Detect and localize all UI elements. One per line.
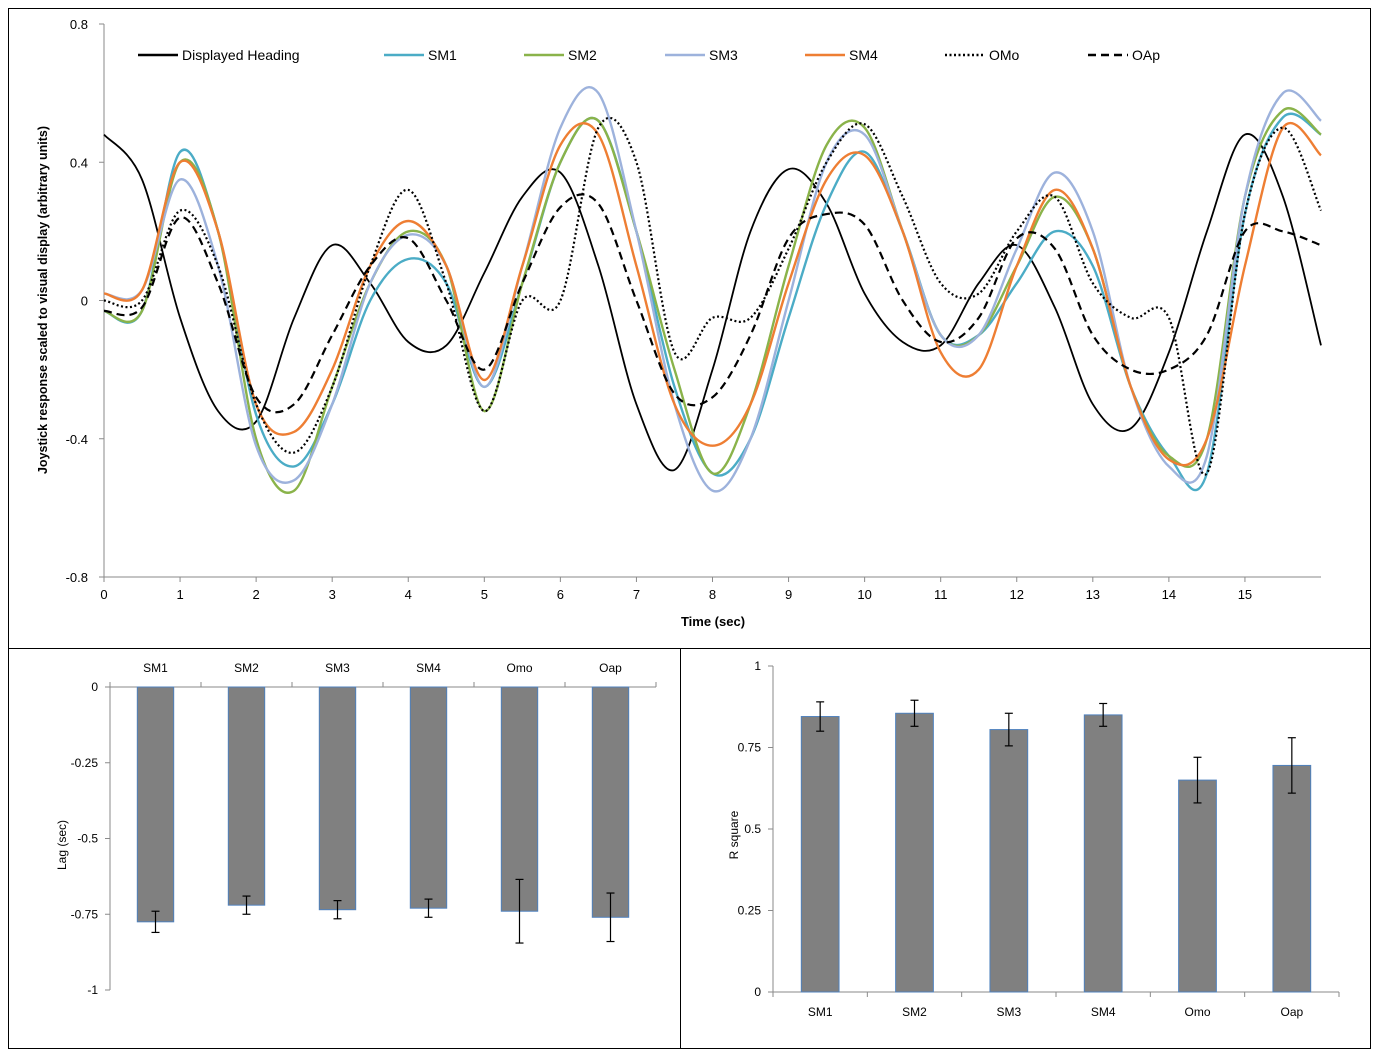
lag-chart-axes: 0 -0.25 -0.5 -0.75 -1 SM1 SM2 SM3 SM4 Omo Oap bbox=[71, 661, 657, 997]
line-chart-x-tick-label: 15 bbox=[1238, 587, 1252, 602]
series-line-sm4 bbox=[103, 122, 1322, 467]
lag-bar-chart: 0 -0.25 -0.5 -0.75 -1 SM1 SM2 SM3 SM4 Omo Oap Lag … bbox=[55, 661, 657, 997]
line-chart-axes: 0.80.40-0.4-0.80 1 2 3 4 5 6 7 8 9 10 11 12 13 14 15 bbox=[66, 17, 1321, 602]
legend-label: Displayed Heading bbox=[182, 47, 300, 63]
line-chart-x-tick-label: 10 bbox=[857, 587, 871, 602]
rsquare-chart-axes: 1 0.75 0.5 0.25 0 SM1 SM2 SM3 SM4 Omo Oap bbox=[738, 659, 1340, 1019]
category-label: Omo bbox=[506, 661, 532, 675]
category-label: SM3 bbox=[325, 661, 350, 675]
lag-chart-ylabel: Lag (sec) bbox=[55, 820, 69, 870]
rsquare-panel-border bbox=[680, 648, 1371, 1049]
bar-sm3 bbox=[989, 729, 1029, 993]
bar-chart-y-tick-label: -0.5 bbox=[77, 832, 98, 846]
legend-label: OAp bbox=[1132, 47, 1160, 63]
category-label: SM2 bbox=[902, 1005, 927, 1019]
line-chart-x-tick-label: 1 bbox=[176, 587, 183, 602]
bar-sm1 bbox=[136, 686, 175, 923]
category-label: Oap bbox=[1280, 1005, 1303, 1019]
category-label: SM4 bbox=[416, 661, 441, 675]
bar-chart-y-tick-label: -0.75 bbox=[71, 907, 99, 921]
bar-chart-y-tick-label: -0.25 bbox=[71, 756, 99, 770]
category-label: SM1 bbox=[143, 661, 168, 675]
line-chart-x-tick-label: 13 bbox=[1086, 587, 1100, 602]
category-label: Oap bbox=[599, 661, 622, 675]
rsquare-bar-chart: 1 0.75 0.5 0.25 0 SM1 SM2 SM3 SM4 Omo Oap R square bbox=[727, 659, 1340, 1019]
line-chart-x-tick-label: 0 bbox=[100, 587, 107, 602]
line-chart-y-tick-label: 0 bbox=[81, 294, 88, 309]
line-chart-x-tick-label: 4 bbox=[405, 587, 412, 602]
line-chart: 0.80.40-0.4-0.80 1 2 3 4 5 6 7 8 9 10 11 12 13 14 15 Di… bbox=[36, 17, 1323, 629]
bar-omo bbox=[1178, 779, 1217, 993]
line-chart-x-tick-label: 6 bbox=[557, 587, 564, 602]
bar-sm4 bbox=[1083, 714, 1123, 993]
legend-label: SM2 bbox=[568, 47, 597, 63]
line-chart-y-tick-label: -0.8 bbox=[66, 570, 88, 585]
category-label: SM2 bbox=[234, 661, 259, 675]
line-chart-y-tick-label: -0.4 bbox=[66, 432, 88, 447]
series-line-sm3 bbox=[103, 85, 1322, 493]
line-chart-y-tick-label: 0.4 bbox=[70, 155, 88, 170]
line-chart-series bbox=[103, 85, 1323, 494]
top-panel-border bbox=[8, 8, 1371, 649]
category-label: SM4 bbox=[1091, 1005, 1116, 1019]
bar-chart-y-tick-label: 0 bbox=[754, 985, 761, 999]
series-line-displayed-heading bbox=[103, 133, 1322, 472]
bar-sm3 bbox=[318, 686, 357, 911]
legend-label: SM1 bbox=[428, 47, 457, 63]
category-label: SM3 bbox=[996, 1005, 1021, 1019]
bar-sm2 bbox=[895, 712, 934, 993]
bar-chart-y-tick-label: 0 bbox=[91, 680, 98, 694]
series-line-omo bbox=[103, 116, 1323, 476]
bar-chart-y-tick-label: -1 bbox=[87, 983, 98, 997]
category-label: SM1 bbox=[808, 1005, 833, 1019]
line-chart-x-tick-label: 3 bbox=[329, 587, 336, 602]
line-chart-x-tick-label: 9 bbox=[785, 587, 792, 602]
bar-sm2 bbox=[227, 686, 266, 906]
legend-label: SM4 bbox=[849, 47, 878, 63]
line-chart-xlabel: Time (sec) bbox=[681, 614, 745, 629]
legend-label: OMo bbox=[989, 47, 1020, 63]
line-chart-y-tick-label: 0.8 bbox=[70, 17, 88, 32]
bar-oap bbox=[1272, 764, 1312, 993]
series-line-oap bbox=[103, 193, 1322, 414]
line-chart-ylabel: Joystick response scaled to visual displ… bbox=[36, 126, 50, 474]
panel-frames bbox=[8, 8, 1371, 1049]
bar-chart-y-tick-label: 0.25 bbox=[738, 904, 762, 918]
bar-oap bbox=[591, 686, 630, 918]
bar-sm1 bbox=[800, 716, 840, 993]
line-chart-x-tick-label: 12 bbox=[1010, 587, 1024, 602]
line-chart-x-tick-label: 11 bbox=[934, 587, 948, 602]
lag-chart-bars bbox=[136, 686, 630, 944]
legend-label: SM3 bbox=[709, 47, 738, 63]
category-label: Omo bbox=[1184, 1005, 1210, 1019]
line-chart-x-tick-label: 8 bbox=[709, 587, 716, 602]
bar-sm4 bbox=[409, 686, 448, 909]
line-chart-legend: Displayed Heading SM1 SM2 SM3 SM4 OMo OAp bbox=[138, 47, 1160, 63]
rsquare-chart-bars bbox=[800, 699, 1312, 993]
bar-chart-y-tick-label: 0.75 bbox=[738, 741, 762, 755]
rsquare-chart-ylabel: R square bbox=[727, 810, 741, 859]
line-chart-x-tick-label: 14 bbox=[1162, 587, 1176, 602]
line-chart-x-tick-label: 2 bbox=[253, 587, 260, 602]
line-chart-x-tick-label: 7 bbox=[633, 587, 640, 602]
bar-chart-y-tick-label: 1 bbox=[754, 659, 761, 673]
bar-chart-y-tick-label: 0.5 bbox=[744, 822, 761, 836]
line-chart-x-tick-label: 5 bbox=[481, 587, 488, 602]
bar-omo bbox=[500, 686, 539, 912]
